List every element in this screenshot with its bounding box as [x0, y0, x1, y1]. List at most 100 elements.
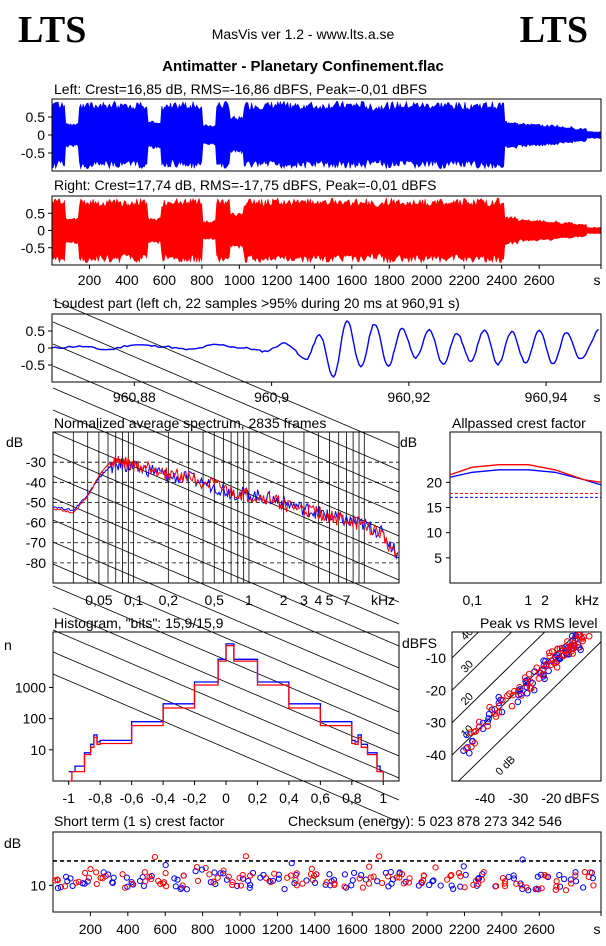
crest-point	[84, 878, 91, 885]
peak-rms-point	[485, 715, 492, 722]
peak-rms-xlabel: dBFS	[564, 790, 599, 806]
peak-rms-point	[545, 649, 553, 657]
loudest-xtick-label: 960,92	[387, 389, 430, 405]
spectrum-ytick-label: -60	[26, 515, 46, 531]
crest-point	[141, 869, 148, 876]
peak-rms-point	[466, 729, 474, 736]
right-waveform-xtick-label: 1400	[299, 272, 330, 288]
allpassed-ytick-label: 5	[434, 550, 442, 566]
crest-point	[172, 883, 179, 890]
crest-point	[54, 885, 62, 892]
peak-rms-ylabel: dBFS	[402, 635, 437, 651]
crest-point	[247, 872, 254, 879]
crest-point	[348, 882, 355, 889]
peak-rms-point	[539, 665, 547, 673]
peak-rms-point	[535, 669, 543, 677]
crest-point	[450, 885, 457, 892]
file-title: Antimatter - Planetary Confinement.flac	[162, 58, 444, 75]
spectrum-xtick-label: 0,2	[159, 592, 179, 608]
crest-ytick-label: 10	[30, 877, 46, 893]
crest-point	[162, 870, 169, 877]
crest-point	[493, 883, 500, 890]
crest-point	[57, 884, 64, 891]
crest-point	[388, 880, 395, 887]
loudest-ytick-label: 0.5	[26, 323, 46, 339]
crest-point	[384, 873, 392, 880]
crest-point	[171, 875, 178, 882]
crest-point	[580, 884, 587, 891]
crest-point	[220, 867, 227, 874]
crest-point	[366, 863, 373, 870]
crest-point	[398, 871, 406, 878]
crest-point	[85, 874, 93, 881]
peak-rms-point	[491, 710, 499, 717]
peak-rms-point	[585, 632, 593, 640]
spectrum-xtick-label: 3	[300, 592, 308, 608]
right-waveform-xtick-label: 1800	[374, 272, 405, 288]
crest-point	[223, 876, 231, 883]
crest-point	[148, 876, 155, 883]
crest-point	[556, 871, 563, 879]
crest-point	[267, 878, 274, 886]
crest-point	[308, 865, 315, 872]
crest-point	[572, 869, 579, 876]
allpassed-xtick-label: 0,1	[463, 592, 483, 608]
crest-point	[271, 870, 278, 877]
right-waveform-xtick-label: 2200	[449, 272, 480, 288]
crest-point	[534, 873, 541, 880]
crest-point	[552, 886, 559, 894]
spectrum-xtick-label: 0,1	[124, 592, 144, 608]
allpassed-xunit: kHz	[575, 592, 599, 608]
peak-rms-diagonal-label: 30	[459, 658, 476, 675]
crest-point	[460, 863, 467, 870]
crest-point	[437, 882, 444, 889]
histogram-xtick-label: -0,4	[151, 790, 175, 806]
right-waveform-xtick-label: 2600	[524, 272, 555, 288]
peak-rms-diagonal	[452, 632, 579, 756]
right-waveform-xtick-label: 2400	[486, 272, 517, 288]
crest-point	[211, 869, 218, 876]
crest-point	[239, 875, 247, 882]
crest-point	[307, 871, 315, 878]
spectrum-slope-line	[52, 431, 400, 581]
spectrum-xtick-label: 4	[314, 592, 322, 608]
peak-rms-point	[568, 647, 576, 655]
right-waveform-ytick-label: 0.5	[26, 205, 46, 221]
peak-rms-point	[533, 664, 541, 672]
crest-point	[367, 874, 374, 881]
peak-rms-point	[570, 643, 577, 650]
checksum-label: Checksum (energy): 5 023 878 273 342 546	[288, 813, 562, 829]
peak-rms-point	[560, 652, 567, 660]
crest-point	[350, 869, 358, 876]
peak-rms-ytick-label: -40	[426, 747, 446, 763]
spectrum-xtick-label: 5	[326, 592, 334, 608]
allpassed-ytick-label: 20	[426, 474, 442, 490]
histogram-xtick-label: -0,8	[88, 790, 112, 806]
loudest-xtick-label: 960,94	[525, 389, 568, 405]
crest-point	[572, 872, 579, 879]
crest-point	[162, 862, 169, 869]
crest-point	[281, 885, 288, 893]
loudest-xtick-label: 960,9	[254, 389, 289, 405]
peak-rms-point	[579, 637, 586, 645]
crest-point	[541, 871, 548, 879]
peak-rms-ytick-label: -20	[426, 682, 446, 698]
histogram-xtick-label: 0,6	[311, 790, 331, 806]
spectrum-ytick-label: -40	[26, 474, 46, 490]
right-waveform-xtick-label: 2000	[411, 272, 442, 288]
crest-point	[418, 879, 426, 887]
crest-point	[69, 882, 76, 890]
crest-point	[229, 879, 236, 886]
crest-point	[207, 879, 214, 886]
crest-point	[275, 875, 282, 882]
crest-point	[183, 886, 190, 893]
histogram-right-line	[68, 644, 384, 782]
crest-point	[537, 871, 545, 878]
crest-point	[448, 871, 455, 879]
allpassed-right-line	[449, 464, 602, 483]
crest-point	[430, 877, 437, 884]
peak-rms-point	[569, 650, 576, 657]
peak-rms-point	[509, 691, 517, 699]
crest-point	[160, 879, 168, 886]
peak-rms-point	[571, 636, 579, 644]
